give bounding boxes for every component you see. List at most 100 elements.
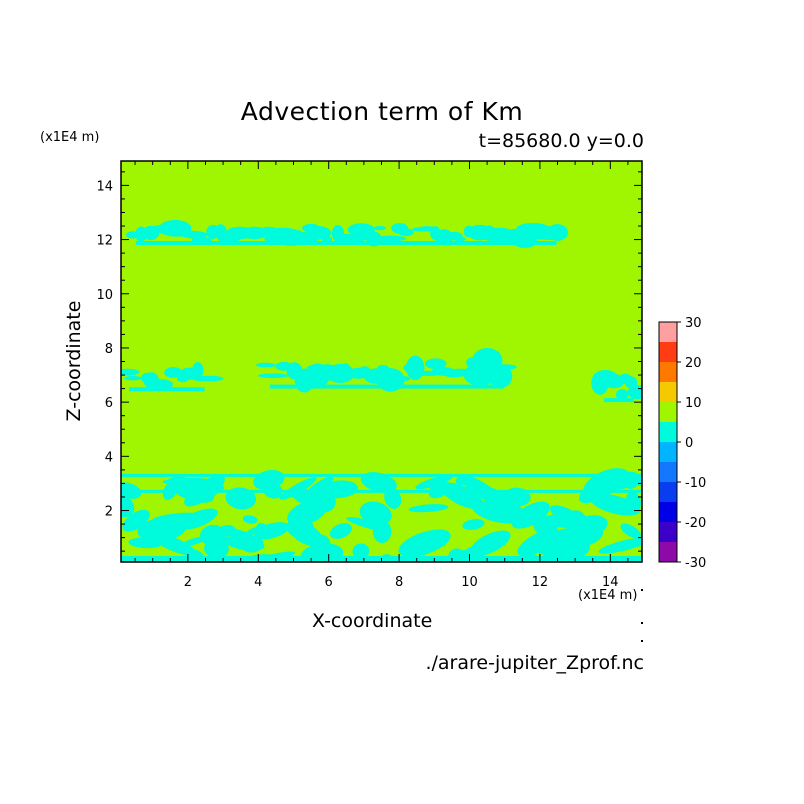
negative-cell [254, 522, 290, 540]
x-tick-label: 10 [461, 575, 478, 590]
negative-cell [453, 236, 466, 242]
negative-cell [398, 228, 414, 237]
dot-mark [641, 640, 643, 642]
x-tick-label: 6 [325, 575, 333, 590]
negative-cell [164, 367, 183, 378]
negative-cell [227, 529, 265, 550]
x-axis-label: X-coordinate [312, 610, 433, 632]
negative-cell [162, 477, 210, 485]
colorbar-swatch [659, 442, 677, 462]
y-tick-label: 4 [105, 450, 113, 465]
colorbar-tick-label: -30 [685, 556, 706, 571]
y-tick-label: 6 [105, 396, 113, 411]
negative-cell [346, 517, 387, 531]
negative-cell [192, 362, 204, 379]
negative-cell [242, 515, 258, 524]
colorbar-tick-label: -10 [685, 476, 706, 491]
dot-mark [641, 622, 643, 624]
negative-cell [360, 472, 397, 493]
x-tick-label: 14 [602, 575, 619, 590]
negative-cell [122, 509, 150, 532]
x-tick-label: 8 [395, 575, 403, 590]
negative-cell [136, 241, 557, 245]
negative-cell [256, 362, 276, 368]
negative-cell [191, 375, 224, 382]
negative-cell [204, 539, 229, 559]
negative-cell [462, 519, 485, 530]
negative-cell [406, 355, 425, 381]
y-tick-label: 10 [96, 288, 113, 303]
y-tick-label: 2 [105, 505, 113, 520]
negative-cell [121, 489, 642, 493]
negative-cell [257, 373, 289, 379]
negative-cell [148, 379, 174, 390]
colorbar-tick-label: 10 [685, 396, 702, 411]
negative-cell [179, 508, 218, 530]
negative-cell [225, 487, 257, 510]
x-tick-label: 2 [184, 575, 192, 590]
negative-cell [373, 226, 386, 231]
negative-cell [217, 536, 259, 552]
colorbar-swatch [659, 342, 677, 362]
negative-region-1 [121, 362, 224, 392]
negative-cell [488, 364, 513, 388]
negative-cell [624, 376, 638, 389]
x-tick-label: 12 [532, 575, 549, 590]
chart-subtitle: t=85680.0 y=0.0 [478, 130, 644, 152]
dot-mark [641, 589, 643, 591]
y-tick-label: 8 [105, 342, 113, 357]
negative-cell [492, 364, 517, 370]
negative-cell [148, 531, 197, 556]
colorbar-swatch [659, 462, 677, 482]
negative-cell [121, 368, 140, 376]
negative-cell [129, 387, 205, 392]
negative-cell [359, 501, 392, 526]
negative-region-2 [256, 348, 517, 393]
x-tick-label: 4 [254, 575, 262, 590]
negative-cell [218, 524, 236, 537]
negative-cell [517, 528, 560, 557]
colorbar-tick-label: 20 [685, 356, 702, 371]
colorbar-swatch [659, 382, 677, 402]
negative-cell [408, 504, 449, 513]
negative-cell [461, 476, 501, 503]
negative-cell [246, 526, 264, 536]
negative-cell [469, 530, 511, 557]
negative-cell [347, 223, 375, 237]
negative-cell [352, 543, 370, 559]
negative-cell [338, 363, 352, 383]
negative-cell [620, 523, 642, 539]
negative-cell [180, 536, 207, 547]
negative-region-0 [125, 220, 569, 248]
negative-cell [124, 376, 142, 381]
colorbar-swatch [659, 522, 677, 542]
negative-cell [128, 537, 162, 549]
negative-cell [627, 385, 642, 400]
negative-cell [379, 554, 393, 562]
colorbar-swatch [659, 482, 677, 502]
x-axis-unit: (x1E4 m) [578, 588, 638, 603]
negative-cell [329, 523, 352, 539]
negative-cell [181, 231, 208, 239]
negative-cell [424, 358, 447, 370]
y-tick-label: 14 [96, 179, 113, 194]
negative-cell [625, 491, 642, 512]
negative-cell [550, 505, 593, 533]
negative-cell [376, 235, 407, 242]
colorbar-tick-label: 30 [685, 316, 702, 331]
negative-cell [440, 482, 484, 510]
negative-cell [598, 537, 642, 554]
source-file-label: ./arare-jupiter_Zprof.nc [425, 652, 644, 674]
colorbar-swatch [659, 542, 677, 562]
negative-cell [511, 501, 550, 529]
negative-cell [398, 529, 451, 557]
y-axis-unit: (x1E4 m) [40, 130, 100, 145]
negative-cell [443, 371, 466, 378]
negative-cell [121, 494, 135, 518]
negative-region-3 [591, 370, 642, 403]
colorbar-tick-label: 0 [685, 436, 693, 451]
negative-cell [389, 375, 411, 382]
negative-cell [415, 475, 453, 490]
negative-cell [121, 473, 642, 477]
